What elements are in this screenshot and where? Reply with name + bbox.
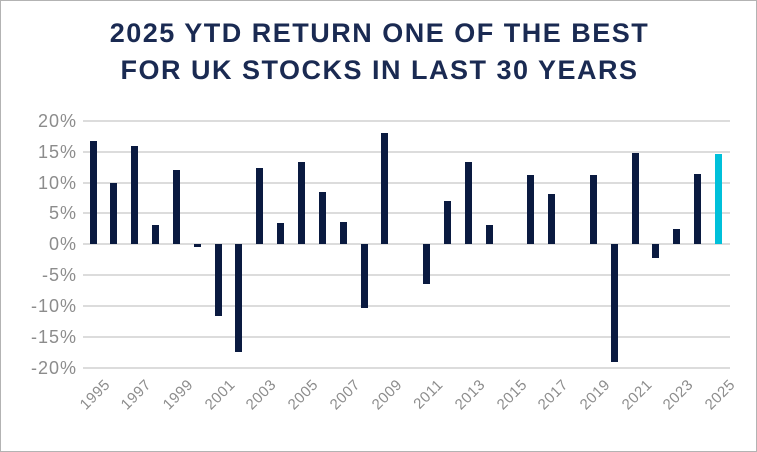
bar-2003 — [256, 168, 264, 245]
bar-1998 — [152, 224, 160, 245]
gridline-20% — [83, 119, 730, 122]
bar-2025 — [715, 153, 722, 245]
bar-1997 — [131, 145, 139, 245]
bar-2021 — [631, 152, 639, 245]
bar-2024 — [694, 173, 702, 245]
bar-2022 — [652, 244, 660, 259]
bar-2020 — [610, 244, 618, 363]
bar-2011 — [423, 244, 431, 284]
gridline-5% — [83, 212, 730, 215]
y-axis-tick-label: 10% — [37, 172, 77, 193]
chart-title-line2: FOR UK STOCKS IN LAST 30 YEARS — [120, 55, 639, 85]
gridline--20% — [83, 366, 730, 369]
bar-2014 — [485, 224, 493, 245]
bar-2007 — [339, 222, 347, 245]
bar-2016 — [527, 174, 535, 245]
x-axis-tick-label-2013: 2013 — [451, 376, 489, 414]
bar-2005 — [298, 162, 305, 245]
y-axis-tick-label: 0% — [48, 234, 77, 255]
bar-2019 — [589, 175, 597, 245]
chart-title-line1: 2025 YTD RETURN ONE OF THE BEST — [109, 18, 650, 48]
x-axis-tick-label-1995: 1995 — [76, 376, 114, 414]
x-axis-tick-label-2019: 2019 — [576, 376, 614, 414]
x-axis-tick-label-1997: 1997 — [117, 376, 156, 414]
x-axis-tick-label-2007: 2007 — [326, 376, 364, 414]
bar-2008 — [360, 244, 368, 308]
bar-1996 — [110, 182, 118, 245]
bar-2017 — [548, 193, 556, 245]
gridline--5% — [83, 274, 730, 277]
y-axis-tick-label: 20% — [37, 110, 77, 131]
x-axis-tick-label-2001: 2001 — [201, 376, 239, 414]
x-axis-tick-label-2011: 2011 — [410, 376, 447, 413]
bar-1995 — [89, 141, 97, 245]
x-axis-tick-label-2025: 2025 — [701, 376, 739, 414]
bar-2000 — [193, 244, 201, 247]
x-axis-tick-label-2023: 2023 — [660, 376, 698, 414]
bar-2012 — [443, 201, 451, 245]
y-axis-tick-label: -10% — [30, 296, 77, 317]
x-axis-tick-label-2009: 2009 — [368, 376, 406, 414]
bar-2009 — [381, 132, 389, 245]
gridline-15% — [83, 150, 730, 153]
x-axis-tick-label-2021: 2021 — [618, 376, 656, 414]
gridline--10% — [83, 305, 730, 308]
x-axis-tick-label-2005: 2005 — [284, 376, 322, 414]
gridline-10% — [83, 181, 730, 184]
bar-2006 — [318, 192, 326, 245]
y-axis-tick-label: -5% — [41, 265, 77, 286]
x-axis-tick-label-2015: 2015 — [493, 376, 531, 414]
bar-2001 — [214, 244, 222, 316]
x-axis-tick-label-1999: 1999 — [159, 376, 197, 414]
bar-2023 — [673, 229, 681, 245]
y-axis-tick-label: -15% — [30, 326, 77, 347]
gridline--15% — [83, 335, 730, 338]
bar-1999 — [172, 169, 180, 245]
bar-2002 — [235, 244, 243, 352]
y-axis-tick-label: -20% — [30, 357, 77, 378]
y-axis-tick-label: 15% — [37, 141, 77, 162]
chart-title: 2025 YTD RETURN ONE OF THE BEST FOR UK S… — [1, 15, 756, 89]
x-axis-tick-label-2017: 2017 — [534, 376, 573, 414]
bar-2013 — [464, 162, 472, 245]
y-axis-tick-label: 5% — [48, 203, 77, 224]
bar-2004 — [277, 223, 285, 245]
x-axis-tick-label-2003: 2003 — [243, 376, 281, 414]
gridline-0% — [83, 243, 730, 246]
